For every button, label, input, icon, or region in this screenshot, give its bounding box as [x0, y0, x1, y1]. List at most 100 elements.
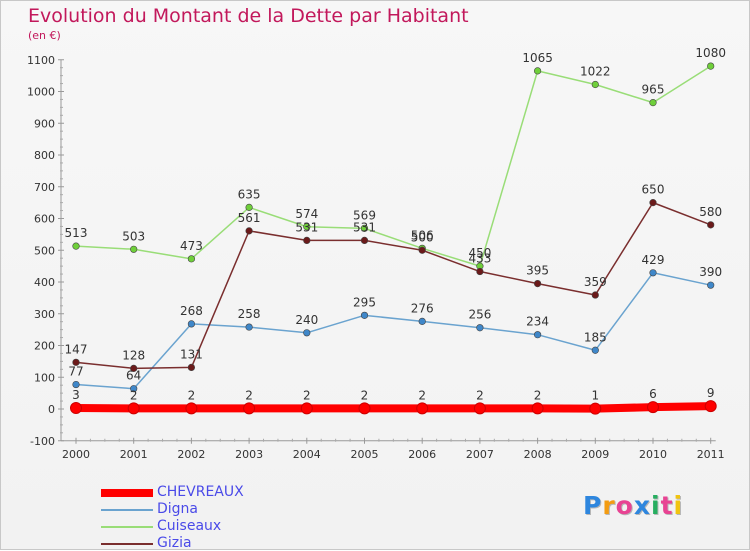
data-point-digna [187, 320, 195, 328]
x-tick-label: 2004 [293, 448, 321, 461]
series-line-chevreaux [72, 402, 715, 413]
data-label-cuiseaux: 574 [295, 207, 318, 221]
data-point-gizia [649, 199, 657, 207]
data-point-cuiseaux [72, 242, 80, 250]
series-line-gizia [75, 201, 712, 370]
data-point-digna [649, 269, 657, 277]
data-label-chevreaux: 3 [72, 388, 80, 402]
data-point-chevreaux [473, 402, 486, 415]
logo-letter: i [651, 491, 661, 520]
x-tick-label: 2005 [351, 448, 379, 461]
data-label-digna: 234 [526, 315, 549, 329]
data-point-cuiseaux [533, 67, 542, 75]
y-tick-label: 600 [34, 213, 55, 226]
legend-swatch-chevreaux [101, 489, 153, 497]
y-tick-label: 1100 [27, 54, 55, 67]
logo-letter: r [602, 491, 616, 520]
data-label-digna: 268 [180, 304, 203, 318]
legend-swatch-gizia [101, 543, 153, 545]
data-point-cuiseaux [187, 255, 195, 263]
data-point-chevreaux [704, 400, 717, 413]
x-tick-label: 2008 [524, 448, 552, 461]
y-tick-label: -100 [30, 435, 55, 448]
legend-label-cuiseaux: Cuiseaux [157, 518, 222, 534]
x-tick-label: 2000 [62, 448, 90, 461]
y-tick-label: 700 [34, 181, 55, 194]
data-point-gizia [303, 236, 311, 245]
series-labels: 77 64 268 258 240 295 276 256 234 185 429 390 513 503… [65, 46, 726, 403]
data-label-gizia: 147 [65, 342, 88, 356]
data-point-cuiseaux [245, 203, 253, 211]
y-tick-label: 1000 [27, 86, 55, 99]
data-label-digna: 77 [68, 365, 83, 379]
data-point-cuiseaux [360, 224, 369, 232]
data-point-gizia [418, 246, 426, 254]
data-label-gizia: 359 [584, 275, 607, 289]
x-tick-label: 2002 [177, 448, 205, 461]
data-label-gizia: 128 [122, 348, 145, 362]
chart-subtitle: (en €) [28, 29, 61, 42]
y-tick-label: 400 [34, 276, 55, 289]
x-tick-label: 2010 [639, 448, 667, 461]
data-point-chevreaux [300, 402, 313, 415]
data-point-chevreaux [531, 402, 544, 415]
series-points [70, 62, 717, 415]
data-point-digna [72, 380, 80, 389]
data-label-digna: 64 [126, 369, 141, 383]
data-point-chevreaux [70, 402, 82, 415]
data-point-chevreaux [185, 402, 198, 415]
axes: -100 0 100 200 300 400 500 600 700 800 900 1000 1100… [27, 54, 725, 461]
chart-title: Evolution du Montant de la Dette par Hab… [28, 5, 469, 27]
logo-letter: P [583, 491, 603, 520]
data-point-chevreaux [416, 402, 429, 415]
y-tick-label: 200 [34, 340, 55, 353]
data-label-cuiseaux: 450 [468, 246, 491, 260]
data-point-chevreaux [358, 402, 371, 415]
data-point-digna [476, 324, 484, 332]
x-tick-label: 2011 [697, 448, 725, 461]
data-point-cuiseaux [130, 245, 138, 253]
data-label-digna: 295 [353, 295, 376, 309]
y-tick-label: 0 [48, 403, 55, 416]
data-point-digna [591, 346, 599, 354]
data-label-digna: 429 [642, 253, 665, 267]
data-label-gizia: 131 [180, 347, 203, 361]
series-lines [72, 65, 715, 413]
data-point-chevreaux [243, 402, 256, 415]
data-label-digna: 185 [584, 330, 607, 344]
data-point-digna [245, 323, 253, 331]
data-label-cuiseaux: 503 [122, 229, 145, 243]
y-tick-label: 900 [34, 117, 55, 130]
data-point-gizia [707, 221, 715, 229]
data-label-chevreaux: 1 [591, 389, 599, 403]
y-tick-label: 300 [34, 308, 55, 321]
series-line-digna [75, 272, 712, 390]
data-label-cuiseaux: 1065 [522, 51, 553, 65]
data-point-gizia [245, 227, 253, 235]
data-point-digna [418, 317, 426, 325]
data-label-gizia: 500 [411, 230, 434, 244]
data-label-gizia: 395 [526, 264, 549, 278]
data-label-cuiseaux: 506 [411, 228, 434, 242]
data-label-chevreaux: 2 [418, 388, 426, 402]
legend-label-gizia: Gizia [157, 535, 192, 551]
data-label-chevreaux: 2 [476, 388, 484, 402]
data-point-gizia [476, 267, 484, 276]
data-point-chevreaux [647, 401, 659, 414]
data-label-cuiseaux: 569 [353, 208, 376, 222]
data-label-digna: 258 [238, 307, 261, 321]
data-point-chevreaux [589, 402, 602, 415]
data-point-gizia [591, 291, 599, 299]
data-point-cuiseaux [649, 99, 657, 107]
data-label-chevreaux: 2 [303, 388, 311, 402]
data-label-chevreaux: 2 [245, 388, 253, 402]
legend-swatch-digna [101, 509, 153, 511]
x-tick-label: 2007 [466, 448, 494, 461]
x-tick-label: 2009 [581, 448, 609, 461]
data-label-chevreaux: 2 [361, 388, 369, 402]
logo-letter: o [615, 491, 634, 520]
data-point-cuiseaux [707, 62, 715, 70]
data-point-gizia [72, 358, 80, 366]
